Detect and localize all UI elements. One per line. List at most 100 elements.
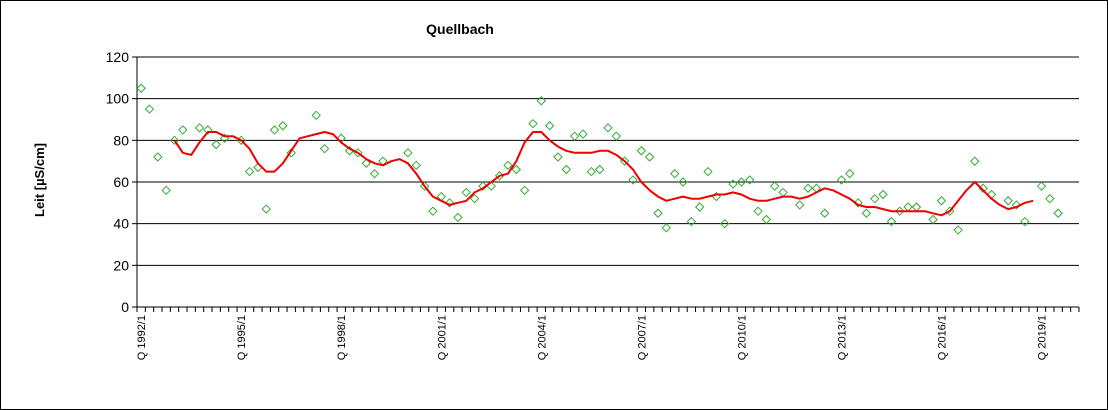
x-tick-labels: Q 1992/1 Q 1995/1 Q 1998/1 Q 2001/1 Q 2004/1… xyxy=(136,315,1048,360)
scatter-point xyxy=(178,125,188,135)
scatter-point xyxy=(803,183,813,193)
scatter-point xyxy=(469,193,480,204)
scatter-point xyxy=(153,152,163,162)
trend-line xyxy=(173,131,1034,217)
scatter-point xyxy=(569,131,580,141)
line-series xyxy=(173,131,1034,217)
scatter-point xyxy=(853,198,863,208)
scatter-point xyxy=(278,121,288,131)
scatter-point xyxy=(369,168,380,179)
y-tick-label: 60 xyxy=(113,174,129,190)
gridlines xyxy=(137,56,1079,266)
scatter-point xyxy=(628,175,638,185)
x-tick-label: Q 2019/1 xyxy=(1036,315,1048,360)
scatter-point xyxy=(286,148,296,158)
scatter-point xyxy=(895,206,905,216)
scatter-point xyxy=(636,146,647,156)
scatter-point xyxy=(836,175,847,185)
scatter-point xyxy=(561,164,572,175)
scatter-point xyxy=(936,196,947,206)
scatter-point xyxy=(536,96,547,106)
scatter-point xyxy=(453,212,463,223)
y-tick-label: 40 xyxy=(113,216,129,232)
scatter-point xyxy=(845,168,855,179)
scatter-point xyxy=(661,223,672,233)
scatter-point xyxy=(703,166,713,177)
scatter-point xyxy=(1003,196,1013,206)
scatter-point xyxy=(136,83,146,93)
scatter-point xyxy=(544,121,555,131)
scatter-point xyxy=(745,175,755,185)
scatter-point xyxy=(903,202,913,212)
axes xyxy=(132,56,1080,312)
x-tick-label: Q 2004/1 xyxy=(536,315,548,360)
scatter-point xyxy=(461,187,471,198)
scatter-point xyxy=(686,216,697,227)
scatter-point xyxy=(611,131,622,141)
scatter-point xyxy=(361,158,371,168)
chart-title: Quellbach xyxy=(426,21,494,37)
scatter-point xyxy=(878,189,888,200)
scatter-point xyxy=(953,225,963,235)
scatter-point xyxy=(311,110,321,121)
scatter-point xyxy=(603,123,613,133)
scatter-point xyxy=(161,185,171,196)
scatter-point xyxy=(578,129,588,139)
scatter-point xyxy=(820,208,830,218)
scatter-point xyxy=(478,181,488,191)
scatter-point xyxy=(728,179,738,189)
x-tick-label: Q 2016/1 xyxy=(936,315,948,360)
scatter-point xyxy=(770,181,780,191)
scatter-point xyxy=(886,216,897,227)
scatter-point xyxy=(653,208,663,218)
scatter-series xyxy=(136,83,1063,235)
scatter-point xyxy=(644,152,655,162)
scatter-point xyxy=(1020,216,1030,227)
scatter-point xyxy=(269,125,280,135)
x-tick-label: Q 1992/1 xyxy=(136,315,148,360)
scatter-point xyxy=(720,218,730,229)
scatter-point xyxy=(970,156,980,166)
scatter-point xyxy=(319,143,330,154)
scatter-point xyxy=(444,198,455,208)
scatter-point xyxy=(503,160,513,171)
scatter-point xyxy=(519,185,530,196)
scatter-point xyxy=(694,202,705,212)
scatter-point xyxy=(870,193,880,204)
x-tick-label: Q 1995/1 xyxy=(236,315,248,360)
scatter-point xyxy=(911,202,922,212)
y-tick-label: 80 xyxy=(113,132,129,148)
scatter-point xyxy=(428,206,438,216)
y-tick-label: 100 xyxy=(106,91,130,107)
scatter-point xyxy=(553,152,563,162)
scatter-point xyxy=(244,166,255,177)
scatter-point xyxy=(669,168,680,179)
x-tick-label: Q 2007/1 xyxy=(636,315,648,360)
scatter-point xyxy=(1011,200,1022,210)
y-axis-label: Leit [µS/cm] xyxy=(32,143,47,217)
scatter-point xyxy=(586,166,597,177)
scatter-point xyxy=(403,148,413,158)
scatter-point xyxy=(528,118,538,129)
x-tick-label: Q 1998/1 xyxy=(336,315,348,360)
scatter-point xyxy=(761,214,772,225)
scatter-point xyxy=(144,104,155,114)
scatter-point xyxy=(411,160,421,171)
scatter-point xyxy=(736,177,747,187)
scatter-point xyxy=(1036,181,1047,191)
scatter-point xyxy=(261,204,271,214)
scatter-point xyxy=(753,206,763,216)
scatter-point xyxy=(945,206,955,216)
scatter-point xyxy=(194,123,205,133)
scatter-point xyxy=(511,164,522,175)
scatter-point xyxy=(594,164,605,175)
scatter-point xyxy=(1045,193,1055,204)
x-tick-label: Q 2013/1 xyxy=(836,315,848,360)
scatter-point xyxy=(861,208,872,218)
y-tick-label: 20 xyxy=(113,257,129,273)
scatter-point xyxy=(203,125,213,135)
scatter-point xyxy=(169,135,180,146)
scatter-point xyxy=(795,200,805,210)
scatter-point xyxy=(778,187,788,198)
